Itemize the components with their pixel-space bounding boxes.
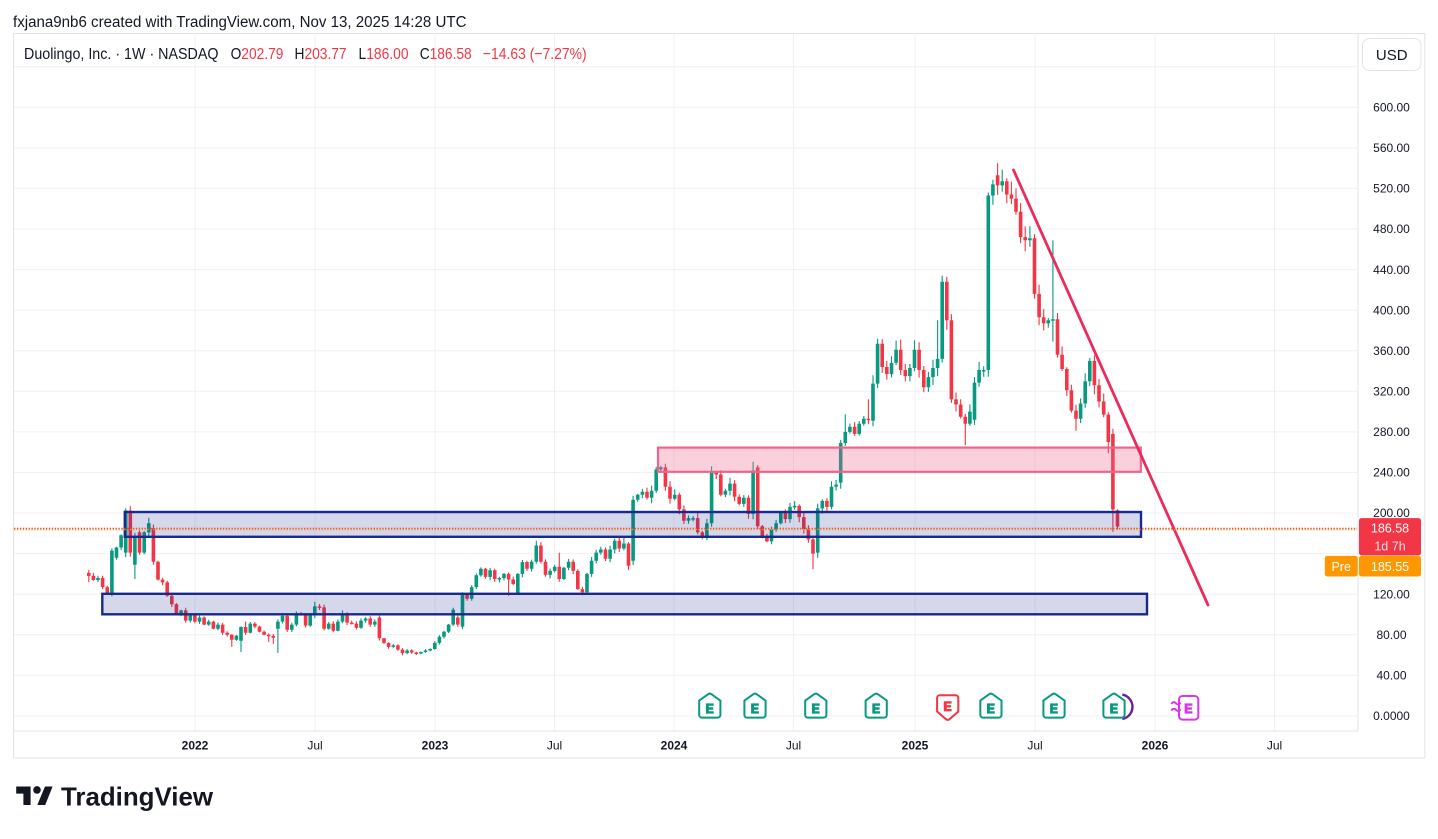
svg-text:C186.58: C186.58 (420, 46, 472, 63)
svg-text:360.00: 360.00 (1373, 344, 1410, 358)
svg-text:Jul: Jul (307, 739, 322, 753)
svg-text:fxjana9nb6 created with Tradin: fxjana9nb6 created with TradingView.com,… (13, 14, 467, 31)
svg-text:2022: 2022 (182, 739, 209, 753)
svg-text:1d 7h: 1d 7h (1374, 540, 1405, 554)
svg-text:80.00: 80.00 (1376, 628, 1406, 642)
svg-text:240.00: 240.00 (1373, 466, 1410, 480)
svg-text:320.00: 320.00 (1373, 385, 1410, 399)
svg-text:Jul: Jul (1027, 739, 1042, 753)
svg-text:TradingView: TradingView (61, 781, 214, 811)
svg-text:600.00: 600.00 (1373, 101, 1410, 115)
svg-text:560.00: 560.00 (1373, 141, 1410, 155)
svg-text:400.00: 400.00 (1373, 303, 1410, 317)
svg-text:2026: 2026 (1142, 739, 1169, 753)
svg-text:440.00: 440.00 (1373, 263, 1410, 277)
svg-text:186.58: 186.58 (1371, 522, 1409, 536)
svg-text:H203.77: H203.77 (295, 46, 347, 63)
svg-text:L186.00: L186.00 (359, 46, 409, 63)
svg-text:−14.63 (−7.27%): −14.63 (−7.27%) (483, 46, 587, 63)
svg-text:480.00: 480.00 (1373, 222, 1410, 236)
svg-text:40.00: 40.00 (1376, 669, 1406, 683)
svg-text:0.0000: 0.0000 (1373, 709, 1410, 723)
svg-text:2023: 2023 (422, 739, 449, 753)
svg-text:Jul: Jul (1267, 739, 1282, 753)
svg-text:2024: 2024 (661, 739, 688, 753)
svg-text:Duolingo, Inc. · 1W · NASDAQ: Duolingo, Inc. · 1W · NASDAQ (24, 46, 219, 63)
svg-text:Jul: Jul (547, 739, 562, 753)
svg-text:2025: 2025 (902, 739, 929, 753)
svg-text:200.00: 200.00 (1373, 506, 1410, 520)
svg-text:120.00: 120.00 (1373, 587, 1410, 601)
svg-text:280.00: 280.00 (1373, 425, 1410, 439)
svg-text:Pre: Pre (1331, 560, 1351, 574)
svg-text:O202.79: O202.79 (231, 46, 284, 63)
svg-text:Jul: Jul (786, 739, 801, 753)
svg-text:520.00: 520.00 (1373, 182, 1410, 196)
svg-text:USD: USD (1376, 47, 1408, 64)
svg-text:185.55: 185.55 (1371, 560, 1409, 574)
